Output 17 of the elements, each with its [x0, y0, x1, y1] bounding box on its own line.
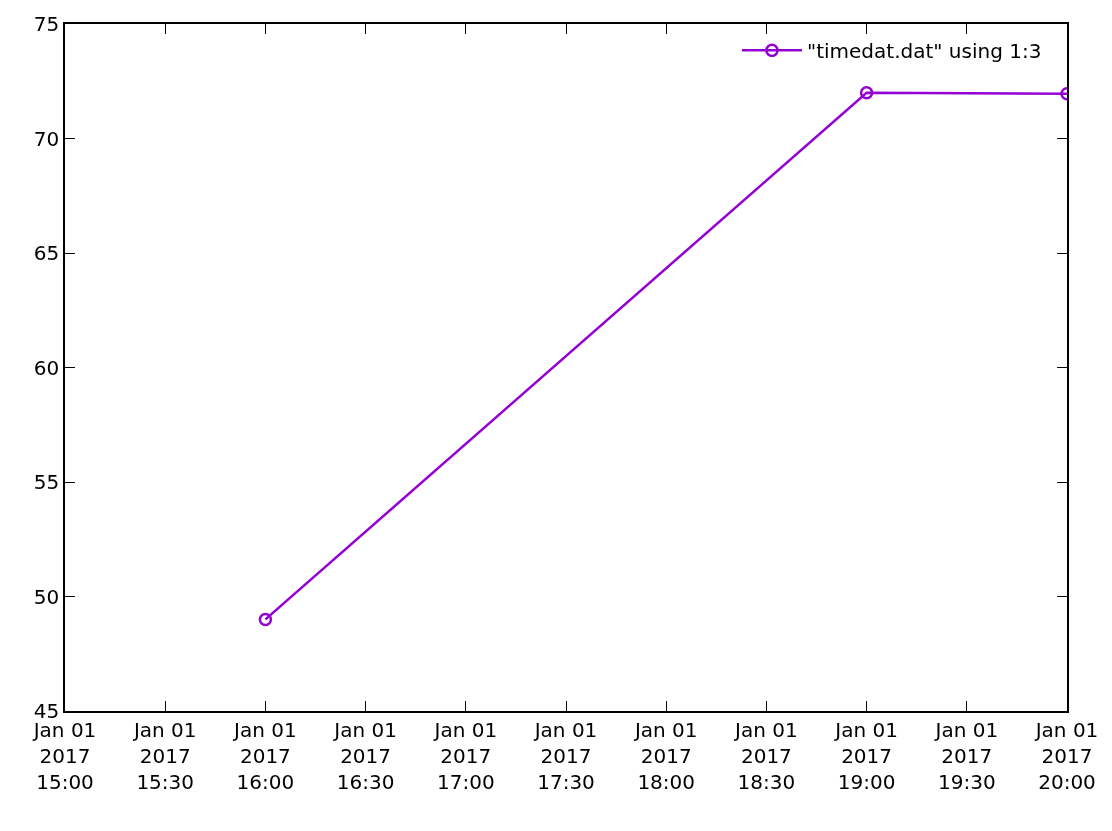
x-tick-label: Jan 01 2017 17:30	[532, 717, 598, 794]
x-tick-label: Jan 01 2017 16:00	[232, 717, 297, 794]
x-tick-label: Jan 01 2017 19:00	[833, 717, 898, 794]
legend-label: "timedat.dat" using 1:3	[806, 39, 1042, 64]
y-tick-label: 55	[33, 470, 60, 494]
x-tick-label: Jan 01 2017 18:00	[632, 717, 698, 794]
y-tick-label: 70	[33, 126, 60, 151]
x-tick-label: Jan 01 2017 18:30	[733, 717, 798, 794]
x-tick-label: Jan 01 2017 20:00	[1033, 717, 1099, 794]
y-tick-label: 50	[33, 584, 60, 609]
y-tick-label: 75	[33, 12, 60, 36]
x-tick-label: Jan 01 2017 19:30	[933, 717, 999, 794]
x-tick-label: Jan 01 2017 16:30	[332, 717, 397, 794]
y-tick-label: 60	[33, 355, 60, 380]
x-tick-label: Jan 01 2017 15:30	[131, 717, 197, 794]
y-tick-label: 65	[33, 241, 60, 265]
x-tick-label: Jan 01 2017 17:00	[432, 717, 498, 794]
